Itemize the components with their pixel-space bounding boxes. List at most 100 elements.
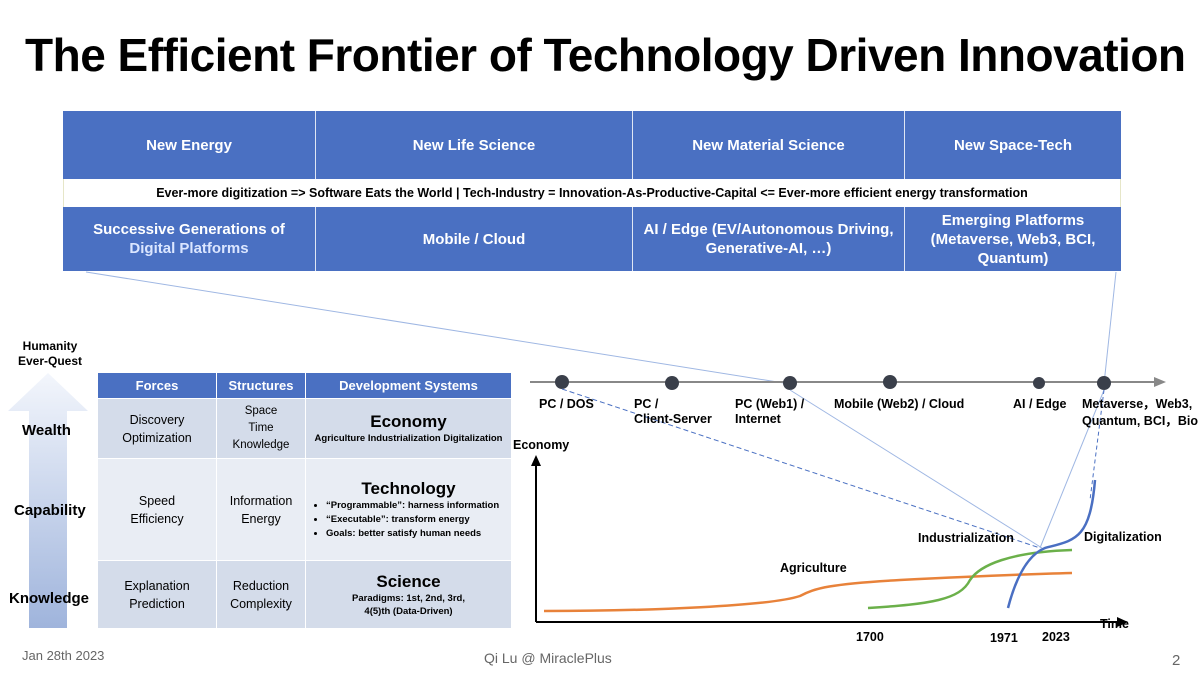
- timeline-label-line: PC (Web1) /: [735, 397, 805, 411]
- structures-text: Time: [248, 422, 274, 434]
- level-knowledge: Knowledge: [9, 590, 90, 607]
- humanity-quest-heading: Humanity Ever-Quest: [10, 339, 90, 369]
- timeline-label-line: PC / DOS: [539, 397, 594, 411]
- forces-table: Forces Structures Development Systems Di…: [97, 372, 512, 629]
- platform-mobile-cloud: Mobile / Cloud: [316, 207, 633, 271]
- humanity-up-arrow-icon: [8, 373, 88, 628]
- timeline-label-line: Quantum, BCI，Bio: [1082, 414, 1198, 428]
- system-cell: Science Paradigms: 1st, 2nd, 3rd, 4(5)th…: [305, 560, 512, 629]
- platforms-heading-line1: Successive Generations of: [93, 221, 285, 238]
- timeline-arrow-icon: [1154, 377, 1166, 387]
- platforms-heading-line2: Digital Platforms: [129, 240, 249, 257]
- timeline-dot: [1033, 377, 1045, 389]
- y-axis-arrow-icon: [531, 455, 541, 466]
- forces-text: Speed: [138, 493, 176, 508]
- timeline-label-line: Client-Server: [634, 412, 712, 426]
- chart-x-label: Time: [1100, 617, 1129, 631]
- forces-text: Optimization: [122, 430, 192, 445]
- header-development-systems: Development Systems: [305, 372, 512, 399]
- timeline-label-line: Metaverse，Web3,: [1082, 397, 1193, 411]
- science-paradigms: Paradigms: 1st, 2nd, 3rd,: [352, 592, 465, 604]
- forces-cell: Discovery Optimization: [97, 398, 217, 459]
- timeline-dot: [883, 375, 897, 389]
- frontier-new-material-science: New Material Science: [633, 111, 905, 179]
- structures-text: Reduction: [232, 578, 290, 593]
- series-label-agriculture: Agriculture: [780, 561, 847, 575]
- table-row: Explanation Prediction Reduction Complex…: [97, 560, 512, 629]
- frontier-new-energy: New Energy: [63, 111, 316, 179]
- industrialization-curve: [867, 548, 1073, 610]
- series-label-industrialization: Industrialization: [918, 531, 1014, 545]
- system-economy-sub: Agriculture Industrialization Digitaliza…: [314, 433, 503, 444]
- bullet-item: Goals: better satisfy human needs: [326, 527, 511, 541]
- projection-line-pc: [561, 388, 1041, 549]
- connector-line-right: [1103, 271, 1117, 385]
- system-technology: Technology: [361, 478, 456, 498]
- level-capability: Capability: [14, 502, 86, 519]
- timeline-label-line: PC /: [634, 397, 659, 411]
- structures-text: Energy: [241, 511, 281, 526]
- science-paradigms-2: 4(5)th (Data-Driven): [364, 605, 453, 617]
- footer-author: Qi Lu @ MiraclePlus: [484, 650, 612, 666]
- agriculture-curve: [543, 571, 1073, 613]
- timeline-label-line: Mobile (Web2) / Cloud: [834, 397, 965, 411]
- projection-line-web3: [1039, 389, 1105, 549]
- timeline-label-line: AI / Edge: [1013, 397, 1067, 411]
- timeline-label-metaverse: Metaverse，Web3, Quantum, BCI，Bio: [1082, 397, 1200, 429]
- platforms-row: Successive Generations of Digital Platfo…: [63, 207, 1121, 271]
- structures-text: Complexity: [230, 596, 292, 611]
- bullet-item: “Executable”: transform energy: [326, 513, 511, 527]
- timeline-label-pc-dos: PC / DOS: [539, 397, 594, 412]
- table-row: Discovery Optimization Space Time Knowle…: [97, 398, 512, 459]
- series-label-digitalization: Digitalization: [1084, 530, 1162, 544]
- level-wealth: Wealth: [22, 422, 71, 439]
- x-tick-1700: 1700: [856, 630, 884, 644]
- forces-text: Explanation: [124, 578, 190, 593]
- connector-line-left: [85, 271, 791, 385]
- timeline-dot: [555, 375, 569, 389]
- system-cell: Technology “Programmable”: harness infor…: [305, 458, 512, 561]
- structures-cell: Reduction Complexity: [216, 560, 306, 629]
- platforms-heading: Successive Generations of Digital Platfo…: [63, 207, 316, 271]
- forces-cell: Explanation Prediction: [97, 560, 217, 629]
- header-structures: Structures: [216, 372, 306, 399]
- frontier-new-space-tech: New Space-Tech: [953, 136, 1073, 154]
- table-header-row: Forces Structures Development Systems: [97, 372, 512, 399]
- digitization-banner: Ever-more digitization => Software Eats …: [63, 179, 1121, 207]
- quest-heading-line2: Ever-Quest: [17, 354, 83, 368]
- projection-line-web1: [789, 389, 1043, 549]
- structures-cell: Information Energy: [216, 458, 306, 561]
- x-tick-2023: 2023: [1042, 630, 1070, 644]
- forces-text: Prediction: [129, 596, 185, 611]
- system-science: Science: [376, 571, 441, 591]
- footer-date: Jan 28th 2023: [22, 648, 105, 663]
- timeline-dot: [783, 376, 797, 390]
- page-number: 2: [1172, 652, 1181, 669]
- projection-line-meta: [1089, 389, 1105, 501]
- structures-text: Knowledge: [232, 439, 290, 451]
- structures-text: Information: [229, 493, 293, 508]
- frontier-new-life-science: New Life Science: [316, 111, 633, 179]
- platform-grid: New Energy New Life Science New Material…: [63, 111, 1121, 271]
- timeline-label-client-server: PC / Client-Server: [634, 397, 712, 427]
- x-axis-arrow-icon: [1117, 617, 1128, 627]
- forces-text: Discovery: [129, 412, 185, 427]
- table-row: Speed Efficiency Information Energy Tech…: [97, 458, 512, 561]
- quest-heading-line1: Humanity: [22, 339, 78, 353]
- frontier-row: New Energy New Life Science New Material…: [63, 111, 1121, 179]
- forces-text: Efficiency: [130, 511, 184, 526]
- system-cell: Economy Agriculture Industrialization Di…: [305, 398, 512, 459]
- bullet-item: “Programmable”: harness information: [326, 499, 511, 513]
- timeline-dot: [1097, 376, 1111, 390]
- technology-bullets: “Programmable”: harness information “Exe…: [306, 499, 511, 541]
- platform-emerging: Emerging Platforms (Metaverse, Web3, BCI…: [930, 211, 1096, 267]
- structures-cell: Space Time Knowledge: [216, 398, 306, 459]
- timeline-label-web2: Mobile (Web2) / Cloud: [834, 397, 964, 412]
- platform-ai-edge: AI / Edge (EV/Autonomous Driving, Genera…: [633, 207, 905, 271]
- x-tick-1971: 1971: [990, 631, 1018, 645]
- digitalization-curve: [1006, 479, 1097, 609]
- chart-y-label: Economy: [513, 438, 570, 452]
- timeline-label-ai-edge: AI / Edge: [1013, 397, 1066, 412]
- system-economy: Economy: [370, 412, 447, 431]
